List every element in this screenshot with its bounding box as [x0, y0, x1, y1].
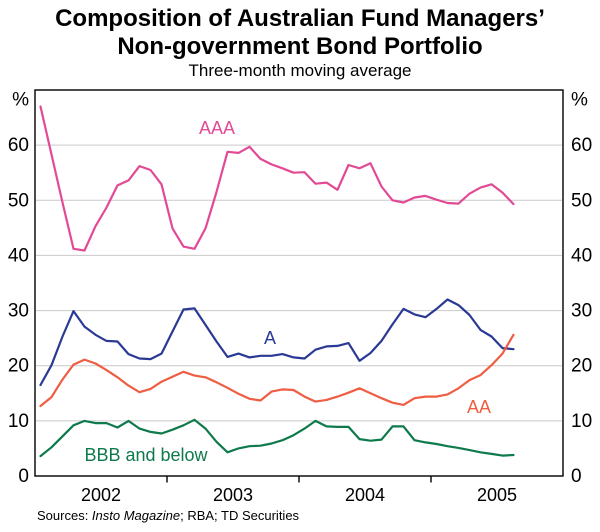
series-label-aa: AA	[467, 397, 491, 417]
series-line-bbb-and-below	[39, 418, 515, 458]
chart-title-line1: Composition of Australian Fund Managers’	[55, 5, 545, 32]
y-axis-label-left: 30	[8, 301, 29, 322]
sources-prefix: Sources:	[37, 508, 92, 523]
y-axis-label-right: 30	[571, 301, 592, 322]
y-axis-label-right: 40	[571, 245, 592, 266]
series-label-bbb-and-below: BBB and below	[84, 445, 208, 465]
x-axis-year-label: 2002	[81, 485, 121, 505]
y-axis-label-right: 50	[571, 190, 592, 211]
plot-frame	[34, 89, 564, 477]
y-axis-label-left: 50	[8, 190, 29, 211]
sources-suffix: ; RBA; TD Securities	[180, 508, 300, 523]
sources-note: Sources: Insto Magazine; RBA; TD Securit…	[37, 508, 299, 523]
series-label-a: A	[264, 328, 276, 348]
sources-publication: Insto Magazine	[91, 508, 181, 523]
y-axis-label-right: 10	[571, 411, 592, 432]
series-label-aaa: AAA	[199, 118, 235, 138]
y-axis-label-left: 60	[8, 135, 29, 156]
series-line-aa	[39, 333, 515, 408]
x-axis-year-label: 2003	[213, 485, 253, 505]
series-line-a	[39, 298, 515, 387]
y-axis-label-left: 0	[18, 466, 29, 487]
chart-title-line2: Non-government Bond Portfolio	[117, 33, 483, 60]
x-axis-year-label: 2005	[477, 485, 517, 505]
y-axis-label-right: 60	[571, 135, 592, 156]
y-axis-unit-left: %	[12, 90, 29, 111]
chart-subtitle: Three-month moving average	[188, 61, 412, 80]
y-axis-unit-right: %	[571, 90, 588, 111]
y-axis-label-left: 20	[8, 356, 29, 377]
y-axis-label-right: 20	[571, 356, 592, 377]
y-axis-label-left: 40	[8, 245, 29, 266]
series-line-aaa	[39, 105, 515, 252]
x-axis-year-label: 2004	[345, 485, 385, 505]
y-axis-label-left: 10	[8, 411, 29, 432]
y-axis-label-right: 0	[571, 466, 582, 487]
